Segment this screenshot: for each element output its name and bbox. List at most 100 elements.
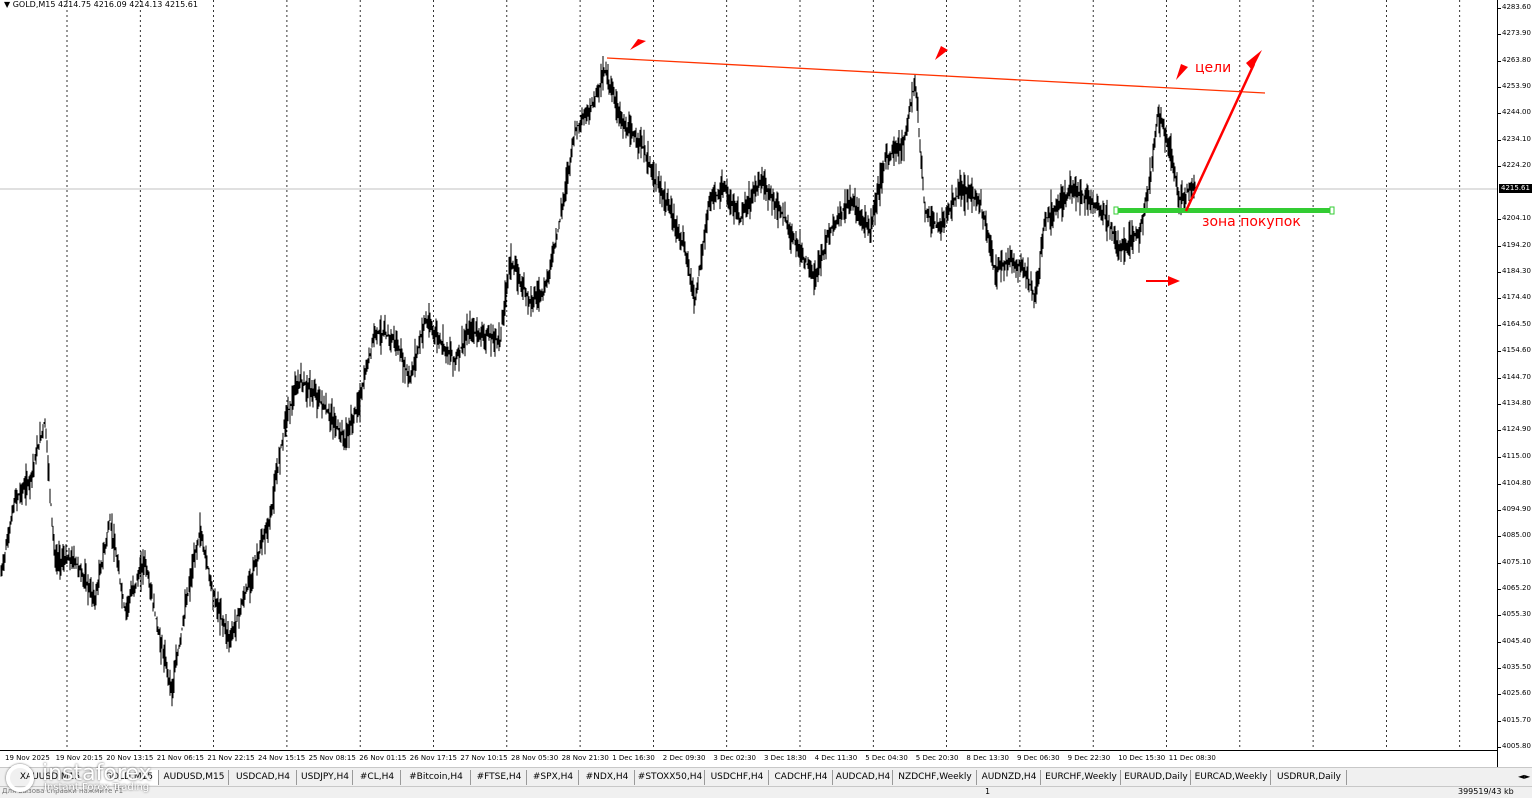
price-tick-label: 4224.20 (1502, 161, 1531, 169)
time-tick-label: 20 Nov 13:15 (106, 754, 154, 762)
price-tick-mark (1498, 720, 1501, 722)
price-axis[interactable]: 4283.60 4273.90 4263.80 4253.90 4244.00 4234.… (1497, 0, 1532, 768)
price-tick-label: 4184.30 (1502, 267, 1531, 276)
price-tick-mark (1498, 8, 1501, 9)
price-tick-mark (1498, 298, 1501, 300)
price-tick-mark (1498, 245, 1501, 247)
time-tick-label: 2 Dec 09:30 (662, 754, 706, 762)
time-tick-label: 21 Nov 22:15 (207, 754, 255, 762)
time-tick-label: 3 Dec 18:30 (764, 754, 807, 762)
top-marker-3[interactable] (1176, 64, 1188, 80)
price-tick-label: 4075.10 (1502, 557, 1531, 566)
buy-zone-label: зона покупок (1202, 214, 1301, 230)
tab--ndx-h4[interactable]: #NDX,H4 (580, 770, 635, 785)
price-tick-mark (1498, 351, 1501, 353)
time-tick-label: 19 Nov 2025 (5, 754, 50, 762)
ohlc-values: 4214.75 4216.09 4214.13 4215.61 (58, 0, 198, 9)
time-tick-label: 28 Nov 05:30 (511, 754, 559, 762)
chart-tabs: XAUUSD,M15 GOLD,M15 AUDUSD,M15 USDCAD,H4 USD… (0, 767, 1532, 787)
price-tick-mark (1498, 641, 1501, 643)
tab-usdcad-h4[interactable]: USDCAD,H4 (230, 770, 297, 785)
price-tick-mark (1498, 113, 1501, 115)
vertical-grid (66, 0, 1461, 750)
time-tick-label: 3 Dec 02:30 (713, 754, 757, 762)
buy-zone-handle-right[interactable] (1329, 206, 1335, 215)
dropdown-triangle-icon[interactable]: ▼ (4, 0, 11, 9)
tab--spx-h4[interactable]: #SPX,H4 (528, 770, 579, 785)
target-arrow[interactable] (1184, 63, 1256, 212)
status-hint: Для вызова справки нажмите F1 (2, 787, 124, 795)
price-tick-mark (1498, 615, 1501, 617)
price-tick-mark (1498, 33, 1501, 35)
price-tick-mark (1498, 219, 1501, 221)
time-tick-label: 21 Nov 06:15 (156, 754, 204, 762)
top-marker-2[interactable] (935, 46, 948, 60)
tab--ftse-h4[interactable]: #FTSE,H4 (472, 770, 527, 785)
price-tick-label: 4154.60 (1502, 346, 1531, 355)
price-tick-mark (1498, 166, 1501, 167)
tab-gold-m15[interactable]: GOLD,M15 (100, 770, 159, 785)
current-price-badge: 4215.61 (1499, 183, 1532, 193)
buy-zone-bar[interactable] (1116, 208, 1332, 213)
tab-usdjpy-h4[interactable]: USDJPY,H4 (298, 770, 353, 785)
time-tick-label: 1 Dec 16:30 (612, 754, 655, 762)
tab-eurchf-weekly[interactable]: EURCHF,Weekly (1042, 770, 1121, 785)
price-chart[interactable] (0, 0, 1497, 750)
tab-eurcad-weekly[interactable]: EURCAD,Weekly (1192, 770, 1271, 785)
price-tick-mark (1498, 87, 1501, 88)
time-tick-label: 11 Dec 08:30 (1168, 754, 1216, 762)
time-tick-label: 5 Dec 20:30 (915, 754, 959, 762)
time-axis[interactable]: 19 Nov 2025 19 Nov 20:15 20 Nov 13:15 21 No… (0, 750, 1497, 767)
status-profile: 1 (985, 787, 991, 796)
price-tick-label: 4174.40 (1502, 293, 1531, 302)
symbol-name: GOLD,M15 (12, 0, 56, 9)
tab--stoxx50-h4[interactable]: #STOXX50,H4 (636, 770, 705, 785)
price-tick-label: 4035.50 (1502, 662, 1531, 671)
logo-ring-icon (6, 764, 34, 792)
buy-zone-handle-left[interactable] (1113, 206, 1119, 215)
tab-usdchf-h4[interactable]: USDCHF,H4 (706, 770, 769, 785)
time-tick-label: 4 Dec 11:30 (814, 754, 858, 762)
price-tick-label: 4194.20 (1502, 240, 1531, 249)
price-tick-label: 4104.80 (1502, 478, 1531, 487)
tab-scroll-arrows-icon[interactable]: ◄► (1518, 772, 1531, 781)
price-tick-label: 4055.30 (1502, 610, 1531, 619)
price-tick-mark (1498, 377, 1501, 379)
price-tick-label: 4005.80 (1502, 742, 1531, 750)
tab-audnzd-h4[interactable]: AUDNZD,H4 (978, 770, 1041, 785)
symbol-header: ▼ GOLD,M15 4214.75 4216.09 4214.13 4215.… (4, 0, 198, 9)
tab-audcad-h4[interactable]: AUDCAD,H4 (834, 770, 893, 785)
tab-nzdchf-weekly[interactable]: NZDCHF,Weekly (894, 770, 977, 785)
tab--cl-h4[interactable]: #CL,H4 (354, 770, 401, 785)
time-tick-label: 9 Dec 22:30 (1067, 754, 1111, 762)
price-tick-label: 4115.00 (1502, 451, 1531, 460)
time-tick-label: 9 Dec 06:30 (1017, 754, 1060, 762)
chart-area[interactable]: ▼ GOLD,M15 4214.75 4216.09 4214.13 4215.… (0, 0, 1497, 750)
price-tick-mark (1498, 403, 1501, 405)
price-tick-mark (1498, 562, 1501, 564)
tab--bitcoin-h4[interactable]: #Bitcoin,H4 (402, 770, 471, 785)
status-bar: Для вызова справки нажмите F1 1 399519/4… (0, 786, 1532, 798)
tab-euraud-daily[interactable]: EURAUD,Daily (1122, 770, 1191, 785)
price-tick-mark (1498, 588, 1501, 590)
tab-audusd-m15[interactable]: AUDUSD,M15 (160, 770, 229, 785)
price-tick-label: 4164.50 (1502, 319, 1531, 328)
price-tick-label: 4015.70 (1502, 715, 1531, 724)
price-bars (0, 56, 1196, 707)
price-tick-label: 4273.90 (1502, 28, 1531, 37)
time-tick-label: 24 Nov 15:15 (258, 754, 306, 762)
price-tick-mark (1498, 60, 1501, 62)
price-tick-label: 4234.10 (1502, 134, 1531, 143)
resistance-line[interactable] (606, 57, 1266, 94)
price-tick-mark (1498, 536, 1501, 538)
price-tick-label: 4144.70 (1502, 372, 1531, 381)
time-tick-label: 10 Dec 15:30 (1118, 754, 1166, 762)
top-marker-1[interactable] (630, 39, 646, 50)
logo-name: instaforex (42, 761, 152, 786)
time-tick-label: 8 Dec 13:30 (966, 754, 1010, 762)
price-tick-label: 4124.90 (1502, 425, 1531, 434)
tab-usdrur-daily[interactable]: USDRUR,Daily (1272, 770, 1347, 785)
price-tick-mark (1498, 509, 1501, 511)
price-tick-label: 4283.60 (1502, 3, 1531, 11)
tab-cadchf-h4[interactable]: CADCHF,H4 (770, 770, 833, 785)
